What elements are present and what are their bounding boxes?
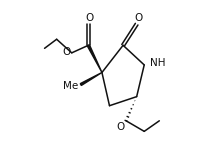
Polygon shape [80,72,102,85]
Text: O: O [134,13,142,23]
Polygon shape [87,45,102,72]
Text: O: O [85,13,93,23]
Text: O: O [116,122,125,132]
Text: O: O [63,47,71,57]
Text: Me: Me [63,81,78,91]
Text: NH: NH [150,58,166,68]
